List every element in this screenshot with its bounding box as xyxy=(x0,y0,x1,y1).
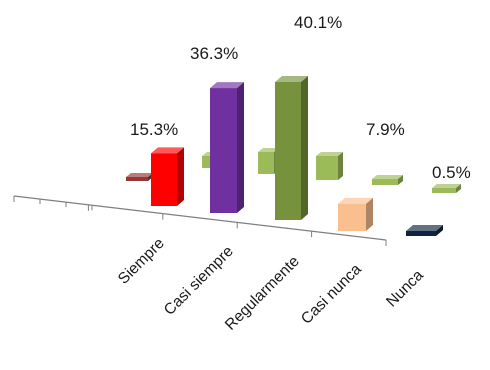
bar-casi-siempre-top xyxy=(210,82,244,89)
back-bar-front xyxy=(202,156,212,168)
category-label: Casi nunca xyxy=(298,261,365,328)
back-bar-top xyxy=(372,175,403,179)
back-bar-front xyxy=(258,152,274,174)
x-axis-line xyxy=(13,195,387,241)
category-label: Nunca xyxy=(383,267,427,311)
back-bar-top xyxy=(126,173,153,177)
data-label: 0.5% xyxy=(432,163,471,182)
bar-siempre-front xyxy=(151,153,177,206)
back-bar-side xyxy=(338,152,343,180)
data-label: 36.3% xyxy=(190,44,238,63)
bar-casi-siempre-front xyxy=(210,88,237,213)
back-bar-top xyxy=(316,152,343,156)
back-bar-top xyxy=(258,148,279,152)
back-bar-front xyxy=(432,188,456,193)
back-bar-front xyxy=(316,156,338,180)
back-bar-front xyxy=(372,179,398,185)
category-label: Casi siempre xyxy=(161,243,237,319)
bar-regularmente-front xyxy=(275,82,301,220)
bar-siempre-top xyxy=(151,147,184,154)
back-bar-side xyxy=(398,175,403,185)
back-bar-top xyxy=(432,184,461,188)
data-label: 15.3% xyxy=(130,120,178,139)
back-bar-side xyxy=(456,184,461,193)
bar-casi-nunca-top xyxy=(338,197,373,204)
bar-siempre-side xyxy=(177,147,184,206)
data-label: 7.9% xyxy=(366,120,405,139)
data-label: 40.1% xyxy=(294,13,342,32)
back-bar-front xyxy=(126,177,148,181)
bar-nunca-top xyxy=(406,225,443,231)
category-label: Siempre xyxy=(115,235,168,288)
bar-casi-siempre-side xyxy=(237,82,244,214)
bar-casi-nunca-side xyxy=(366,197,373,231)
bar-nunca-front xyxy=(406,231,436,236)
bar-casi-nunca-front xyxy=(338,203,366,231)
category-label: Regularmente xyxy=(222,253,303,334)
bar-nunca-side xyxy=(436,225,443,236)
bar-regularmente-side xyxy=(301,76,308,220)
bar-regularmente-top xyxy=(275,76,308,82)
